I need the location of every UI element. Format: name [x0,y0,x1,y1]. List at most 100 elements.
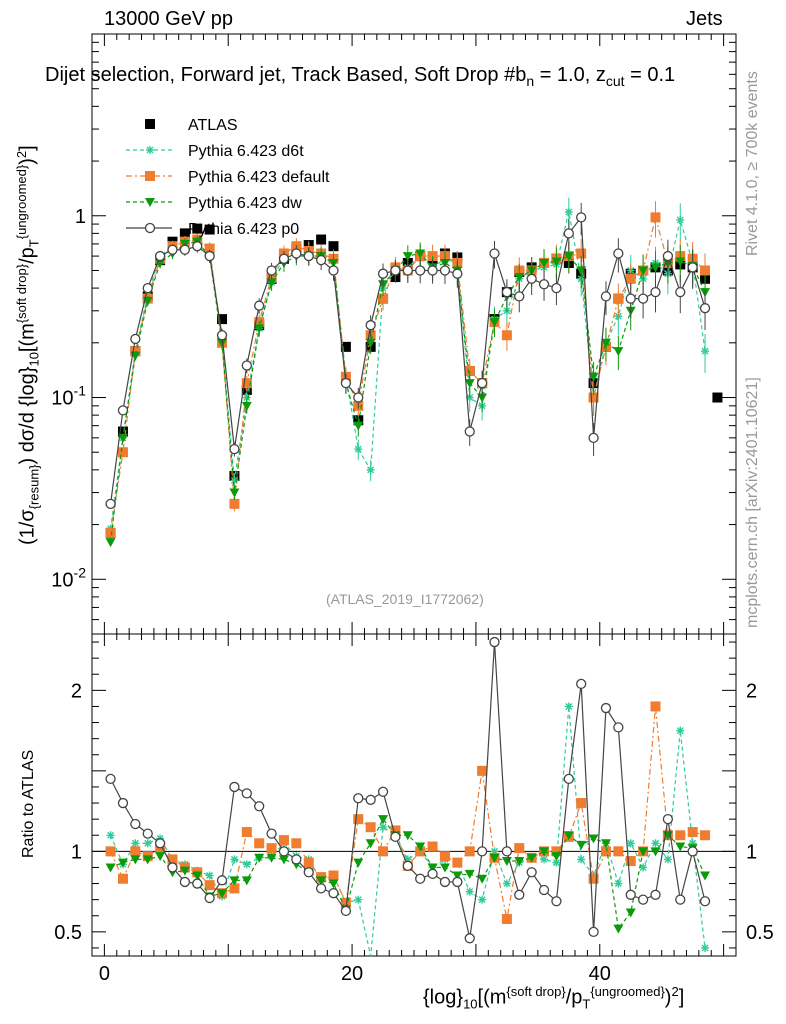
data-point [179,244,191,255]
ratio-series-group [105,636,711,957]
data-point [179,228,190,239]
data-point [266,278,277,288]
ratio-point [614,879,623,888]
data-point [105,538,116,548]
ratio-point [588,926,599,937]
ratio-point [700,830,711,841]
ratio-point [365,794,376,805]
data-point [675,257,686,267]
legend-item: Pythia 6.423 default [126,169,330,186]
legend-label: Pythia 6.423 p0 [188,221,299,238]
ratio-point [254,801,265,812]
ratio-point [377,786,389,797]
data-point [378,293,389,304]
ratio-tick-label-right: 1 [746,841,757,863]
ratio-point [291,838,302,849]
ratio-point [205,871,214,880]
data-point [538,279,550,290]
ratio-point [340,905,352,917]
data-point [650,263,661,273]
ratio-point [489,636,500,648]
data-point [229,488,240,498]
data-point [564,207,573,216]
ratio-point [600,846,611,857]
ratio-point [266,828,277,839]
ratio-point [625,856,636,867]
data-point [142,282,153,294]
ratio-point [229,781,240,793]
ratio-point [402,860,413,871]
data-point [241,378,252,389]
data-point [315,254,327,266]
ratio-point [576,678,587,690]
data-point [328,265,339,276]
ratio-point [477,874,488,884]
ratio-point [402,831,413,841]
data-point [501,286,513,298]
data-point [117,426,128,437]
ratio-point [106,831,115,840]
ratio-point [303,867,314,878]
data-point [464,426,475,437]
data-point [526,273,537,284]
ratio-point [192,871,203,881]
data-point [625,273,636,284]
data-point [217,314,228,325]
chart-title-end: = 0.1 [630,64,676,86]
ratio-point [637,894,649,905]
data-point [303,250,314,262]
ratio-point [563,773,574,785]
data-point [365,320,376,331]
data-point [687,262,698,273]
ratio-point [452,876,463,888]
ratio-point [291,854,302,865]
ratio-point [254,853,265,863]
ratio-point [626,839,635,848]
ratio-point [600,702,612,714]
legend-label: Pythia 6.423 default [188,169,330,186]
ratio-point [564,702,573,711]
ratio-point [514,889,525,900]
data-point [402,265,413,276]
legend-label: ATLAS [188,117,238,134]
ratio-point [663,855,672,864]
top-ylabel: (1/σ{resum}) dσ/d {log}10[(m{soft drop}/… [14,145,42,545]
data-point [204,243,215,254]
data-point [229,498,240,509]
data-point [415,249,426,259]
x-tick-label: 0 [99,963,110,985]
data-point [353,421,364,431]
data-point [477,393,488,403]
ratio-point [650,847,661,857]
ratio-point [650,889,661,900]
ratio-point [613,846,624,857]
ratio-point [477,765,488,776]
legend-label: Pythia 6.423 dw [188,195,302,212]
ratio-point [464,846,475,857]
data-point [489,248,500,259]
ratio-point [539,847,550,857]
ratio-point [576,798,587,809]
data-point [650,286,661,298]
xlabel: {log}10[(m{soft drop}/pT{ungroomed})2] [423,984,685,1012]
data-point [464,379,475,389]
mcplots-label: mcplots.cern.ch [arXiv:2401.10621] [744,377,761,628]
ratio-ylabel: Ratio to ATLAS [20,749,37,858]
data-point [192,241,203,252]
ratio-tick-label: 1 [71,841,82,863]
ratio-point [142,828,153,839]
legend-marker [145,119,155,129]
ratio-point [427,841,438,852]
data-point [699,303,711,314]
data-point [638,266,649,276]
x-tick-label: 20 [341,963,363,985]
analysis-label: (ATLAS_2019_I1772062) [326,591,484,607]
data-point [563,252,574,262]
y-tick-label: 10-2 [51,564,86,591]
ratio-point [155,852,166,862]
ratio-point [378,815,389,825]
ratio-point [353,858,364,868]
ratio-tick-label-right: 0.5 [746,922,774,944]
ratio-point [354,895,363,904]
ratio-point [651,839,660,848]
